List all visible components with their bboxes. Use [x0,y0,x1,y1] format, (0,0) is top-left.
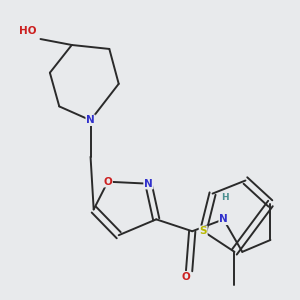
Text: N: N [144,179,153,189]
Text: HO: HO [19,26,37,36]
Text: S: S [200,226,207,236]
Text: N: N [86,115,95,125]
Text: N: N [219,214,228,224]
Text: O: O [182,272,190,282]
Text: H: H [221,193,229,202]
Text: O: O [103,177,112,187]
